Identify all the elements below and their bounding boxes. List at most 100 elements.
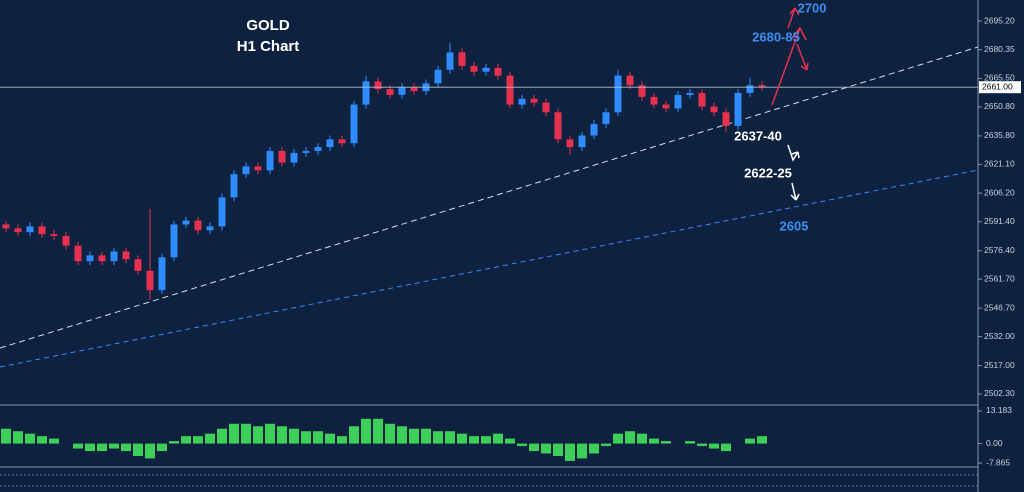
candle-body [758, 85, 766, 88]
candle-body [650, 96, 658, 105]
histogram-bar [661, 441, 671, 444]
candle-body [74, 245, 82, 262]
y-tick-label: 2502.30 [984, 388, 1015, 398]
candle-body [722, 112, 730, 126]
y-tick-label: 2576.40 [984, 245, 1015, 255]
histogram-bar [409, 428, 419, 444]
y-tick-label: 2532.00 [984, 331, 1015, 341]
histogram-bar [361, 418, 371, 444]
candle-body [314, 147, 322, 151]
candle-body [62, 236, 70, 246]
candle-body [206, 226, 214, 231]
histogram-bar [157, 443, 167, 452]
candle-body [230, 174, 238, 198]
histogram-bar [325, 433, 335, 444]
candle-body [38, 226, 46, 235]
histogram-bar [217, 428, 227, 444]
candle-body [686, 92, 694, 95]
candle-body [110, 251, 118, 262]
candle-body [50, 234, 58, 237]
candle-body [194, 220, 202, 231]
histogram-bar [649, 438, 659, 444]
candle-body [134, 259, 142, 271]
y-tick-label: 0.00 [986, 438, 1003, 448]
candle-body [470, 65, 478, 72]
candle-body [338, 139, 346, 144]
histogram-bar [121, 443, 131, 452]
arrow [796, 43, 809, 71]
y-tick-label: 2546.70 [984, 302, 1015, 312]
histogram-bar [481, 436, 491, 444]
histogram-bar [469, 436, 479, 444]
candle-body [278, 150, 286, 163]
arrow [790, 182, 800, 201]
histogram-bar [337, 436, 347, 444]
candle-body [494, 67, 502, 76]
histogram-bar [685, 441, 695, 444]
arrow [771, 26, 807, 106]
candle-body [158, 257, 166, 291]
histogram-bar [205, 433, 215, 444]
candle-body [458, 52, 466, 66]
candle-body [710, 106, 718, 113]
candle-body [590, 123, 598, 136]
candle-body [14, 228, 22, 233]
histogram-bar [589, 443, 599, 454]
candle-body [86, 255, 94, 262]
candle-body [146, 270, 154, 291]
y-tick-label: 2665.50 [984, 73, 1015, 83]
candle-body [254, 166, 262, 171]
histogram-bar [85, 443, 95, 452]
candle-body [530, 98, 538, 103]
y-tick-label: 2591.40 [984, 216, 1015, 226]
y-tick-label: 13.183 [986, 405, 1012, 415]
candle-body [674, 94, 682, 109]
candle-body [518, 98, 526, 105]
candle-body [566, 139, 574, 148]
candle-body [26, 226, 34, 233]
histogram-bar [229, 423, 239, 444]
y-tick-label: 2680.35 [984, 44, 1015, 54]
annotation: 2680-85 [752, 29, 800, 44]
candle-body [554, 112, 562, 140]
histogram-bar [25, 433, 35, 444]
histogram-bar [457, 433, 467, 444]
y-tick-label: 2561.70 [984, 273, 1015, 283]
candle-body [410, 87, 418, 92]
histogram-bar [253, 426, 263, 444]
candle-body [218, 197, 226, 227]
candle-body [662, 104, 670, 109]
histogram-bar [577, 443, 587, 459]
candle-body [290, 152, 298, 163]
histogram-bar [385, 423, 395, 444]
candle-body [2, 224, 10, 229]
candle-body [626, 75, 634, 86]
histogram-bar [49, 438, 59, 444]
candle-body [302, 150, 310, 153]
candle-body [614, 75, 622, 113]
histogram-bar [73, 443, 83, 449]
histogram-bar [553, 443, 563, 456]
histogram-bar [289, 428, 299, 444]
histogram-bar [565, 443, 575, 461]
histogram-bar [145, 443, 155, 459]
candle-body [350, 104, 358, 144]
candle-body [386, 89, 394, 95]
histogram-bar [193, 436, 203, 444]
histogram-bar [133, 443, 143, 456]
histogram-bar [181, 436, 191, 444]
histogram-bar [1, 428, 11, 444]
histogram-bar [517, 443, 527, 447]
candle-body [578, 135, 586, 148]
histogram-bar [169, 441, 179, 444]
histogram-bar [541, 443, 551, 454]
histogram-bar [625, 431, 635, 444]
histogram-bar [445, 431, 455, 444]
chart-title: GOLD [246, 17, 289, 34]
histogram-bar [697, 443, 707, 447]
candle-body [266, 150, 274, 171]
annotation: 2637-40 [734, 128, 782, 143]
candle-body [434, 69, 442, 84]
last-price-box [979, 81, 1021, 94]
